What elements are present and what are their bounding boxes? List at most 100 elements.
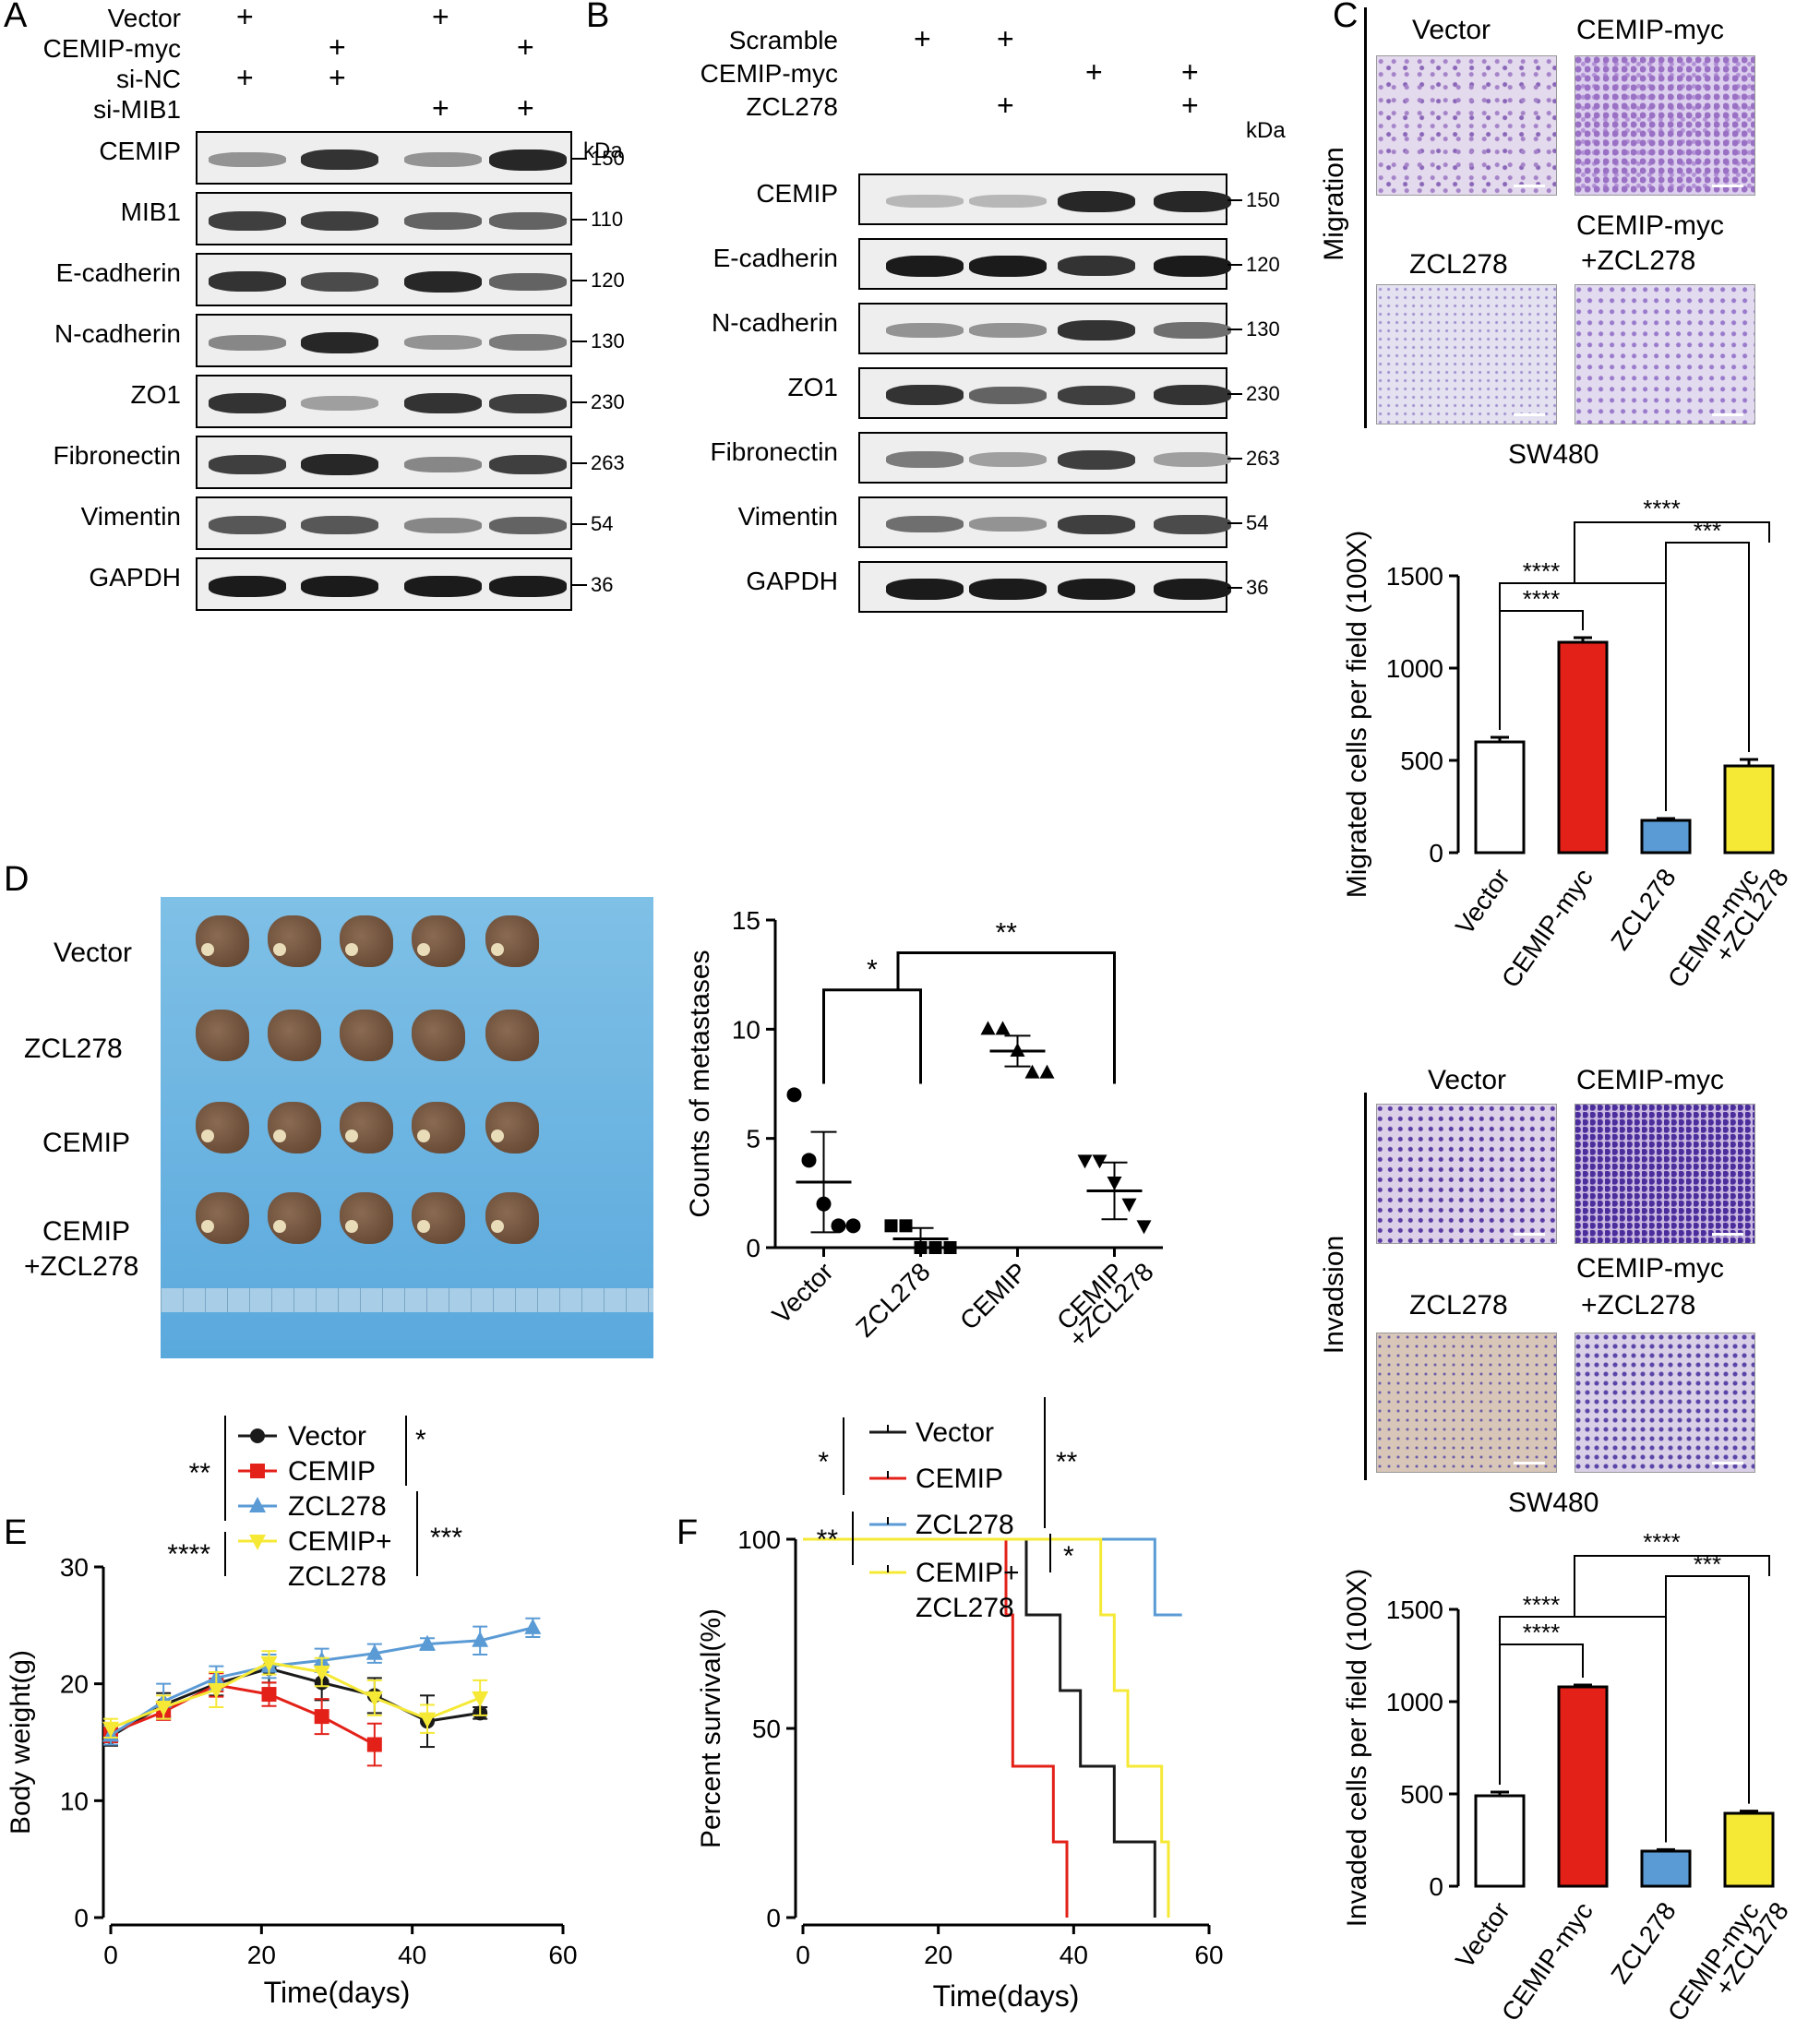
blot-label: GAPDH — [89, 563, 181, 592]
protein-band — [969, 452, 1047, 467]
d-row-label-combo-1: CEMIP — [42, 1216, 131, 1247]
mig-title-vector: Vector — [1412, 15, 1491, 45]
y-tick-label: 10 — [732, 1015, 760, 1044]
blot-label: MIB1 — [120, 197, 181, 226]
x-tick-label: 40 — [1060, 1941, 1088, 1969]
data-point — [155, 1701, 173, 1716]
data-point — [365, 1644, 383, 1660]
protein-band — [404, 152, 482, 167]
protein-band — [209, 393, 286, 413]
mw-tick — [1227, 264, 1242, 266]
metastasis-nodule — [345, 1130, 358, 1142]
y-tick-label: 15 — [732, 906, 760, 935]
data-point — [1077, 1154, 1093, 1169]
x-tick-label: 60 — [548, 1941, 577, 1969]
data-point — [943, 1241, 957, 1254]
data-point — [249, 1535, 266, 1550]
data-point — [250, 1428, 265, 1443]
y-tick-label: 100 — [737, 1525, 781, 1554]
significance-label: **** — [1643, 1528, 1680, 1556]
mw-label: 150 — [1246, 188, 1280, 211]
metastasis-nodule — [201, 1220, 214, 1233]
protein-band — [1058, 190, 1135, 212]
data-point — [786, 1087, 802, 1103]
protein-band — [886, 195, 964, 208]
x-tick-label: 0 — [103, 1941, 118, 1969]
condition-plus: + — [432, 91, 449, 125]
data-point — [314, 1709, 329, 1725]
data-point — [1092, 1154, 1108, 1169]
y-tick-label: 0 — [766, 1904, 781, 1932]
survival-curve — [803, 1537, 1170, 1918]
liver-specimen — [340, 1010, 393, 1061]
panel-letter-c: C — [1333, 0, 1359, 35]
bar — [1474, 740, 1526, 855]
x-tick-label: 0 — [796, 1941, 810, 1969]
legend-label: CEMIP — [916, 1464, 1003, 1494]
mw-label: 130 — [1246, 317, 1280, 341]
survival-curve — [803, 1537, 1069, 1918]
protein-band — [1058, 320, 1135, 341]
protein-band — [886, 578, 964, 600]
significance-label: *** — [430, 1523, 462, 1553]
condition-label: Scramble — [728, 26, 838, 54]
d-row-label-cemip: CEMIP — [42, 1128, 131, 1158]
mw-tick — [572, 462, 587, 464]
y-axis-label: Migrated cells per field (100X) — [1342, 531, 1372, 899]
inv-title-combo-2: +ZCL278 — [1581, 1290, 1696, 1321]
d-row-label-zcl278: ZCL278 — [24, 1034, 123, 1064]
condition-plus: + — [1181, 55, 1199, 89]
data-point — [102, 1721, 119, 1738]
y-axis-label: Counts of metastases — [685, 950, 715, 1217]
condition-label: CEMIP-myc — [42, 34, 181, 63]
protein-band — [404, 575, 482, 597]
panel-letter-d: D — [4, 860, 30, 899]
blot-label: Fibronectin — [53, 441, 181, 470]
legend-label: CEMIP+ — [288, 1526, 392, 1557]
protein-band — [301, 396, 378, 411]
protein-band — [301, 575, 378, 597]
condition-plus: + — [517, 91, 534, 125]
scale-bar — [1514, 1233, 1545, 1236]
significance-label: **** — [1523, 1591, 1560, 1619]
y-tick-label: 500 — [1400, 1780, 1443, 1809]
d-row-label-combo-2: +ZCL278 — [24, 1251, 139, 1282]
blot-strip — [196, 253, 572, 306]
blot-label: CEMIP — [756, 179, 838, 208]
mw-label: 120 — [591, 269, 625, 292]
x-axis-label: Time(days) — [264, 1976, 411, 2009]
mw-tick — [572, 158, 587, 160]
protein-band — [969, 386, 1047, 404]
protein-band — [489, 454, 567, 474]
mig-title-combo-1: CEMIP-myc — [1576, 210, 1724, 241]
protein-band — [209, 152, 286, 167]
blot-label: Vimentin — [737, 502, 838, 531]
condition-label: ZCL278 — [746, 92, 838, 121]
x-tick-label: Vector — [1450, 1897, 1515, 1974]
protein-band — [404, 211, 482, 230]
condition-plus: + — [997, 89, 1014, 122]
panel-letter-e: E — [4, 1513, 28, 1552]
condition-plus: + — [329, 30, 346, 64]
condition-plus: + — [236, 0, 254, 33]
protein-band — [886, 323, 964, 338]
condition-label: si-NC — [116, 65, 181, 93]
mw-tick — [1227, 587, 1242, 589]
significance-label: **** — [1523, 1619, 1560, 1646]
migration-image-cemip — [1575, 55, 1755, 196]
blot-strip — [196, 436, 572, 489]
legend-label: ZCL278 — [916, 1510, 1014, 1540]
protein-band — [1058, 449, 1135, 470]
data-point — [250, 1464, 265, 1478]
bar — [1640, 819, 1692, 855]
significance-label: *** — [1694, 517, 1721, 544]
liver-specimen — [268, 915, 321, 967]
mw-tick — [572, 280, 587, 281]
chart-c-invasion: 0 500 1000 1500 Invaded cells per field (100… — [1342, 1528, 1794, 2026]
significance-label: * — [867, 955, 878, 986]
data-point — [1121, 1198, 1137, 1213]
invasion-image-zcl278 — [1376, 1333, 1557, 1473]
protein-band — [209, 516, 286, 534]
x-tick-label: Vector — [767, 1257, 839, 1329]
metastasis-nodule — [417, 943, 430, 956]
